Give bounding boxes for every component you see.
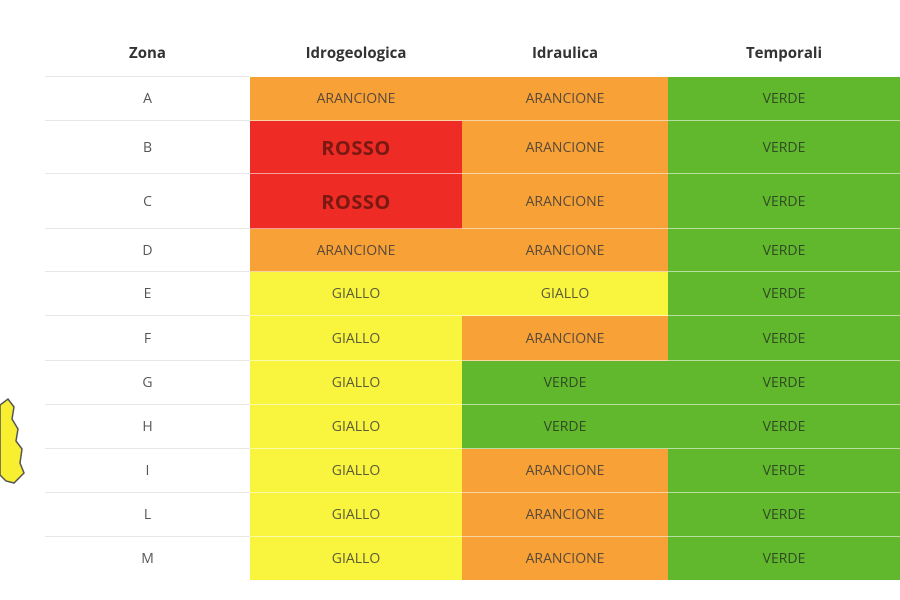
alert-cell: VERDE — [668, 360, 900, 405]
alert-table: Zona Idrogeologica Idraulica Temporali A ARA… — [45, 30, 900, 580]
alert-cell: VERDE — [668, 76, 900, 121]
table-row: C ROSSO ARANCIONE VERDE — [45, 173, 900, 229]
alert-cell: ARANCIONE — [462, 120, 668, 174]
table-row: I GIALLO ARANCIONE VERDE — [45, 448, 900, 493]
zone-cell: F — [45, 315, 250, 361]
alert-cell: ROSSO — [250, 173, 462, 229]
table-row: F GIALLO ARANCIONE VERDE — [45, 315, 900, 361]
table-row: B ROSSO ARANCIONE VERDE — [45, 120, 900, 174]
zone-cell: A — [45, 76, 250, 121]
column-header: Temporali — [745, 43, 823, 63]
alert-cell: ARANCIONE — [250, 76, 462, 121]
zone-cell: L — [45, 492, 250, 537]
table-body: A ARANCIONE ARANCIONE VERDE B ROSSO ARANCIONE V… — [45, 76, 900, 580]
zone-cell: G — [45, 360, 250, 405]
column-header: Idrogeologica — [305, 43, 407, 63]
alert-cell: VERDE — [668, 448, 900, 493]
alert-cell: VERDE — [668, 120, 900, 174]
alert-cell: VERDE — [462, 404, 668, 449]
alert-cell: VERDE — [668, 536, 900, 580]
zone-cell: I — [45, 448, 250, 493]
alert-cell: GIALLO — [250, 271, 462, 316]
zone-cell: B — [45, 120, 250, 174]
alert-cell: ARANCIONE — [462, 315, 668, 361]
alert-cell: GIALLO — [250, 404, 462, 449]
alert-cell: ARANCIONE — [462, 492, 668, 537]
alert-cell: GIALLO — [250, 360, 462, 405]
zone-cell: M — [45, 536, 250, 580]
column-header: Zona — [129, 43, 166, 63]
table-row: D ARANCIONE ARANCIONE VERDE — [45, 228, 900, 272]
zone-cell: C — [45, 173, 250, 229]
alert-cell: VERDE — [668, 492, 900, 537]
alert-cell: GIALLO — [250, 448, 462, 493]
zone-cell: D — [45, 228, 250, 272]
map-fragment — [0, 397, 25, 484]
alert-cell: ARANCIONE — [462, 173, 668, 229]
alert-cell: GIALLO — [462, 271, 668, 316]
table-row: H GIALLO VERDE VERDE — [45, 404, 900, 449]
table-row: L GIALLO ARANCIONE VERDE — [45, 492, 900, 537]
alert-cell: ARANCIONE — [462, 76, 668, 121]
alert-cell: ARANCIONE — [250, 228, 462, 272]
alert-cell: ARANCIONE — [462, 536, 668, 580]
table-row: E GIALLO GIALLO VERDE — [45, 271, 900, 316]
alert-cell: GIALLO — [250, 315, 462, 361]
table-row: M GIALLO ARANCIONE VERDE — [45, 536, 900, 580]
table-row: A ARANCIONE ARANCIONE VERDE — [45, 76, 900, 121]
alert-cell: VERDE — [462, 360, 668, 405]
table-row: G GIALLO VERDE VERDE — [45, 360, 900, 405]
alert-cell: VERDE — [668, 173, 900, 229]
alert-cell: VERDE — [668, 271, 900, 316]
alert-cell: VERDE — [668, 228, 900, 272]
alert-cell: ROSSO — [250, 120, 462, 174]
alert-cell: VERDE — [668, 315, 900, 361]
header-row: Zona Idrogeologica Idraulica Temporali — [45, 30, 900, 77]
alert-cell: ARANCIONE — [462, 228, 668, 272]
zone-cell: E — [45, 271, 250, 316]
alert-cell: GIALLO — [250, 536, 462, 580]
alert-cell: VERDE — [668, 404, 900, 449]
alert-cell: GIALLO — [250, 492, 462, 537]
column-header: Idraulica — [531, 43, 599, 63]
alert-cell: ARANCIONE — [462, 448, 668, 493]
zone-cell: H — [45, 404, 250, 449]
